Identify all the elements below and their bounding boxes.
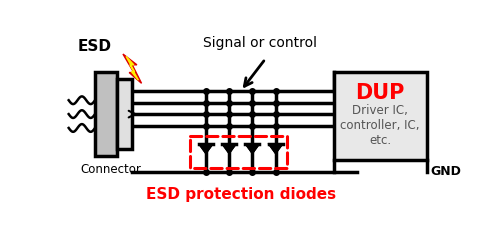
Polygon shape xyxy=(222,144,236,154)
Polygon shape xyxy=(123,54,142,83)
Bar xyxy=(95,72,117,157)
Text: GND: GND xyxy=(430,165,462,178)
Text: Connector: Connector xyxy=(80,163,141,176)
Polygon shape xyxy=(246,144,260,154)
Bar xyxy=(334,72,427,160)
Bar xyxy=(117,79,132,149)
Polygon shape xyxy=(268,144,282,154)
Text: Driver IC,
controller, IC,
etc.: Driver IC, controller, IC, etc. xyxy=(340,104,420,147)
Polygon shape xyxy=(199,144,213,154)
Text: DUP: DUP xyxy=(356,83,405,103)
Bar xyxy=(190,136,287,168)
Polygon shape xyxy=(126,56,138,80)
Text: Signal or control: Signal or control xyxy=(203,36,317,49)
Text: ESD: ESD xyxy=(78,39,112,54)
Text: ESD protection diodes: ESD protection diodes xyxy=(146,187,336,202)
